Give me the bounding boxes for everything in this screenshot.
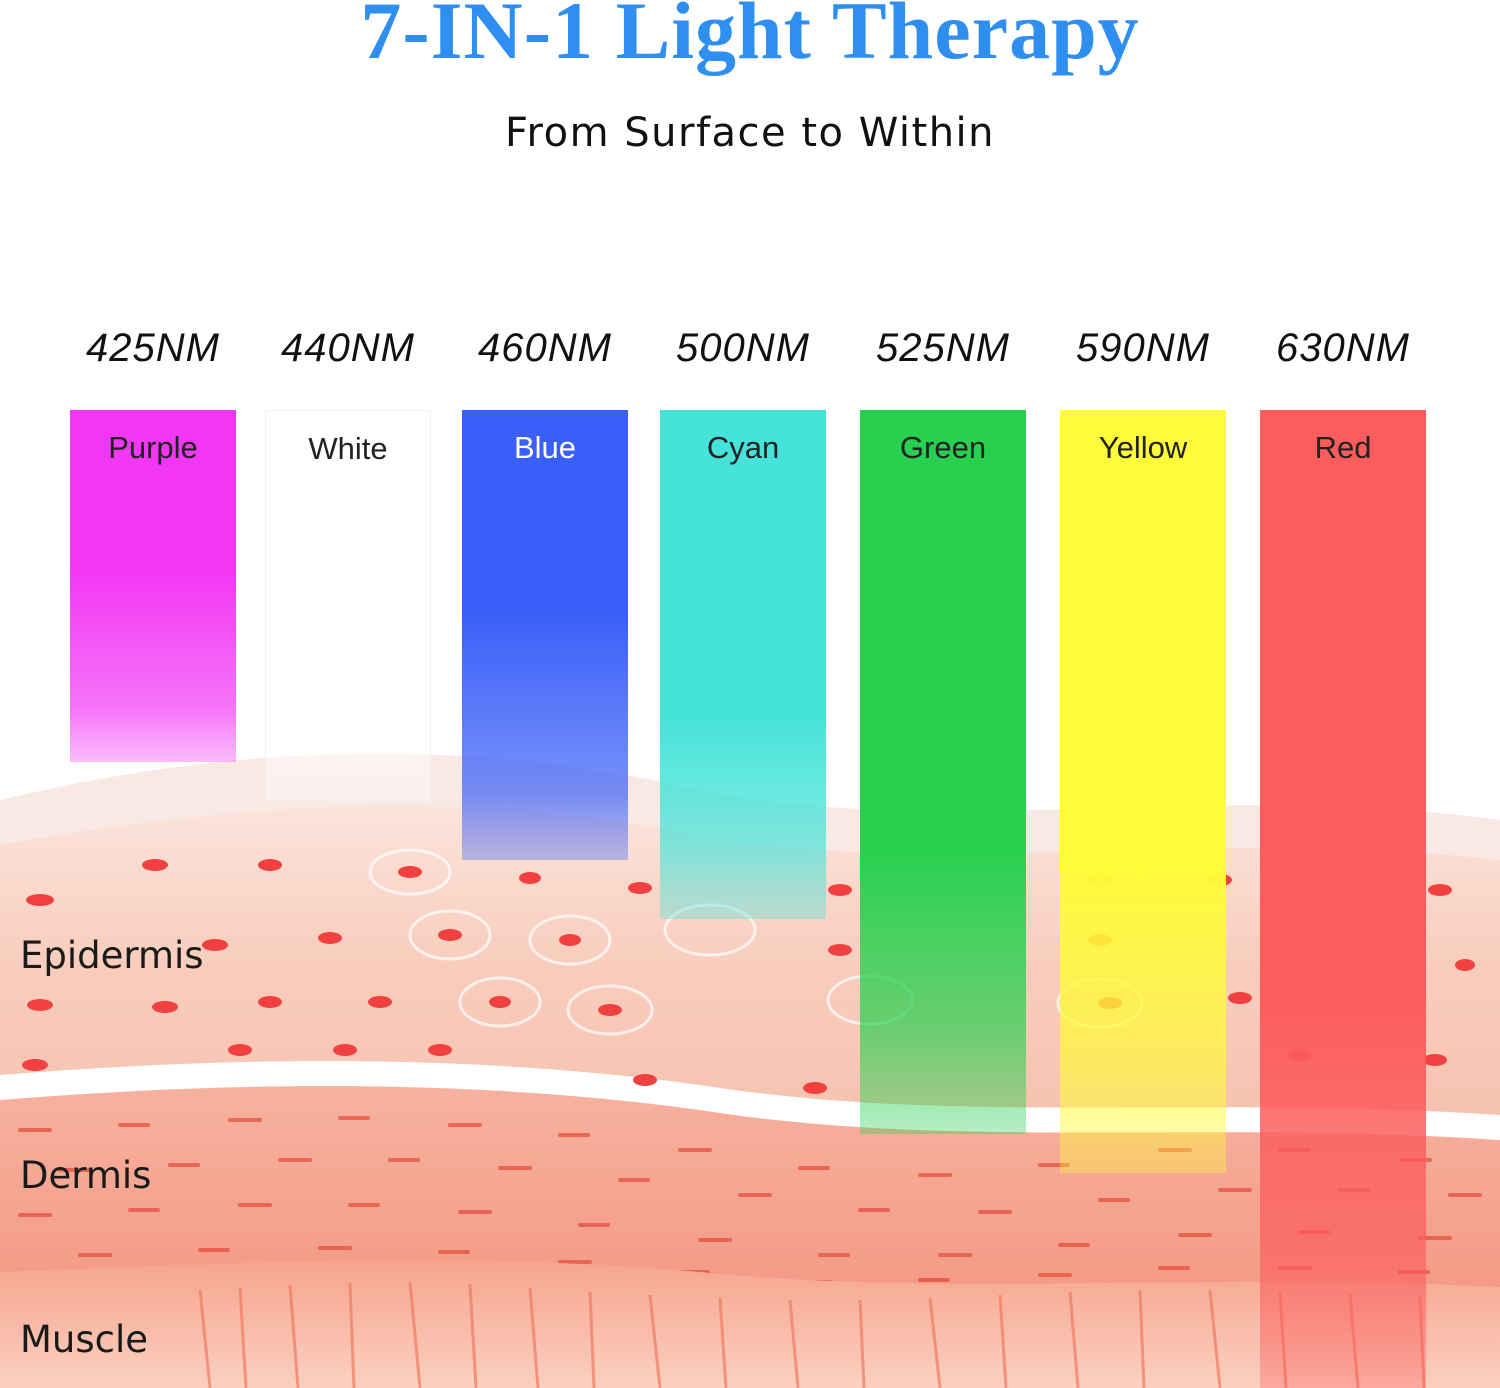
- band-color-label: White: [308, 431, 388, 466]
- wavelength-label-yellow: 590NM: [1076, 326, 1210, 370]
- light-band-purple: Purple: [70, 410, 236, 762]
- wavelength-label-red: 630NM: [1276, 326, 1410, 370]
- light-band-green: Green: [860, 410, 1026, 1134]
- band-color-label: Cyan: [706, 430, 780, 465]
- page-subtitle: From Surface to Within: [504, 110, 996, 156]
- light-band-white: White: [265, 410, 431, 801]
- light-band-cyan: Cyan: [660, 410, 826, 919]
- wavelength-label-white: 440NM: [281, 326, 415, 370]
- wavelength-label-blue: 460NM: [478, 326, 612, 370]
- light-band-red: Red: [1260, 410, 1426, 1388]
- band-color-label: Yellow: [1098, 430, 1188, 465]
- band-color-label: Purple: [108, 430, 198, 465]
- layer-label-dermis: Dermis: [20, 1154, 152, 1197]
- band-color-label: Blue: [513, 430, 577, 465]
- layer-label-epidermis: Epidermis: [20, 934, 204, 977]
- light-band-blue: Blue: [462, 410, 628, 860]
- layer-label-muscle: Muscle: [20, 1318, 149, 1361]
- band-color-label: Red: [1314, 430, 1372, 465]
- band-color-label: Green: [899, 430, 987, 465]
- wavelength-label-green: 525NM: [876, 326, 1010, 370]
- page-title: 7-IN-1 Light Therapy: [360, 0, 1140, 76]
- light-band-yellow: Yellow: [1060, 410, 1226, 1173]
- wavelength-label-purple: 425NM: [86, 326, 220, 370]
- wavelength-label-cyan: 500NM: [676, 326, 810, 370]
